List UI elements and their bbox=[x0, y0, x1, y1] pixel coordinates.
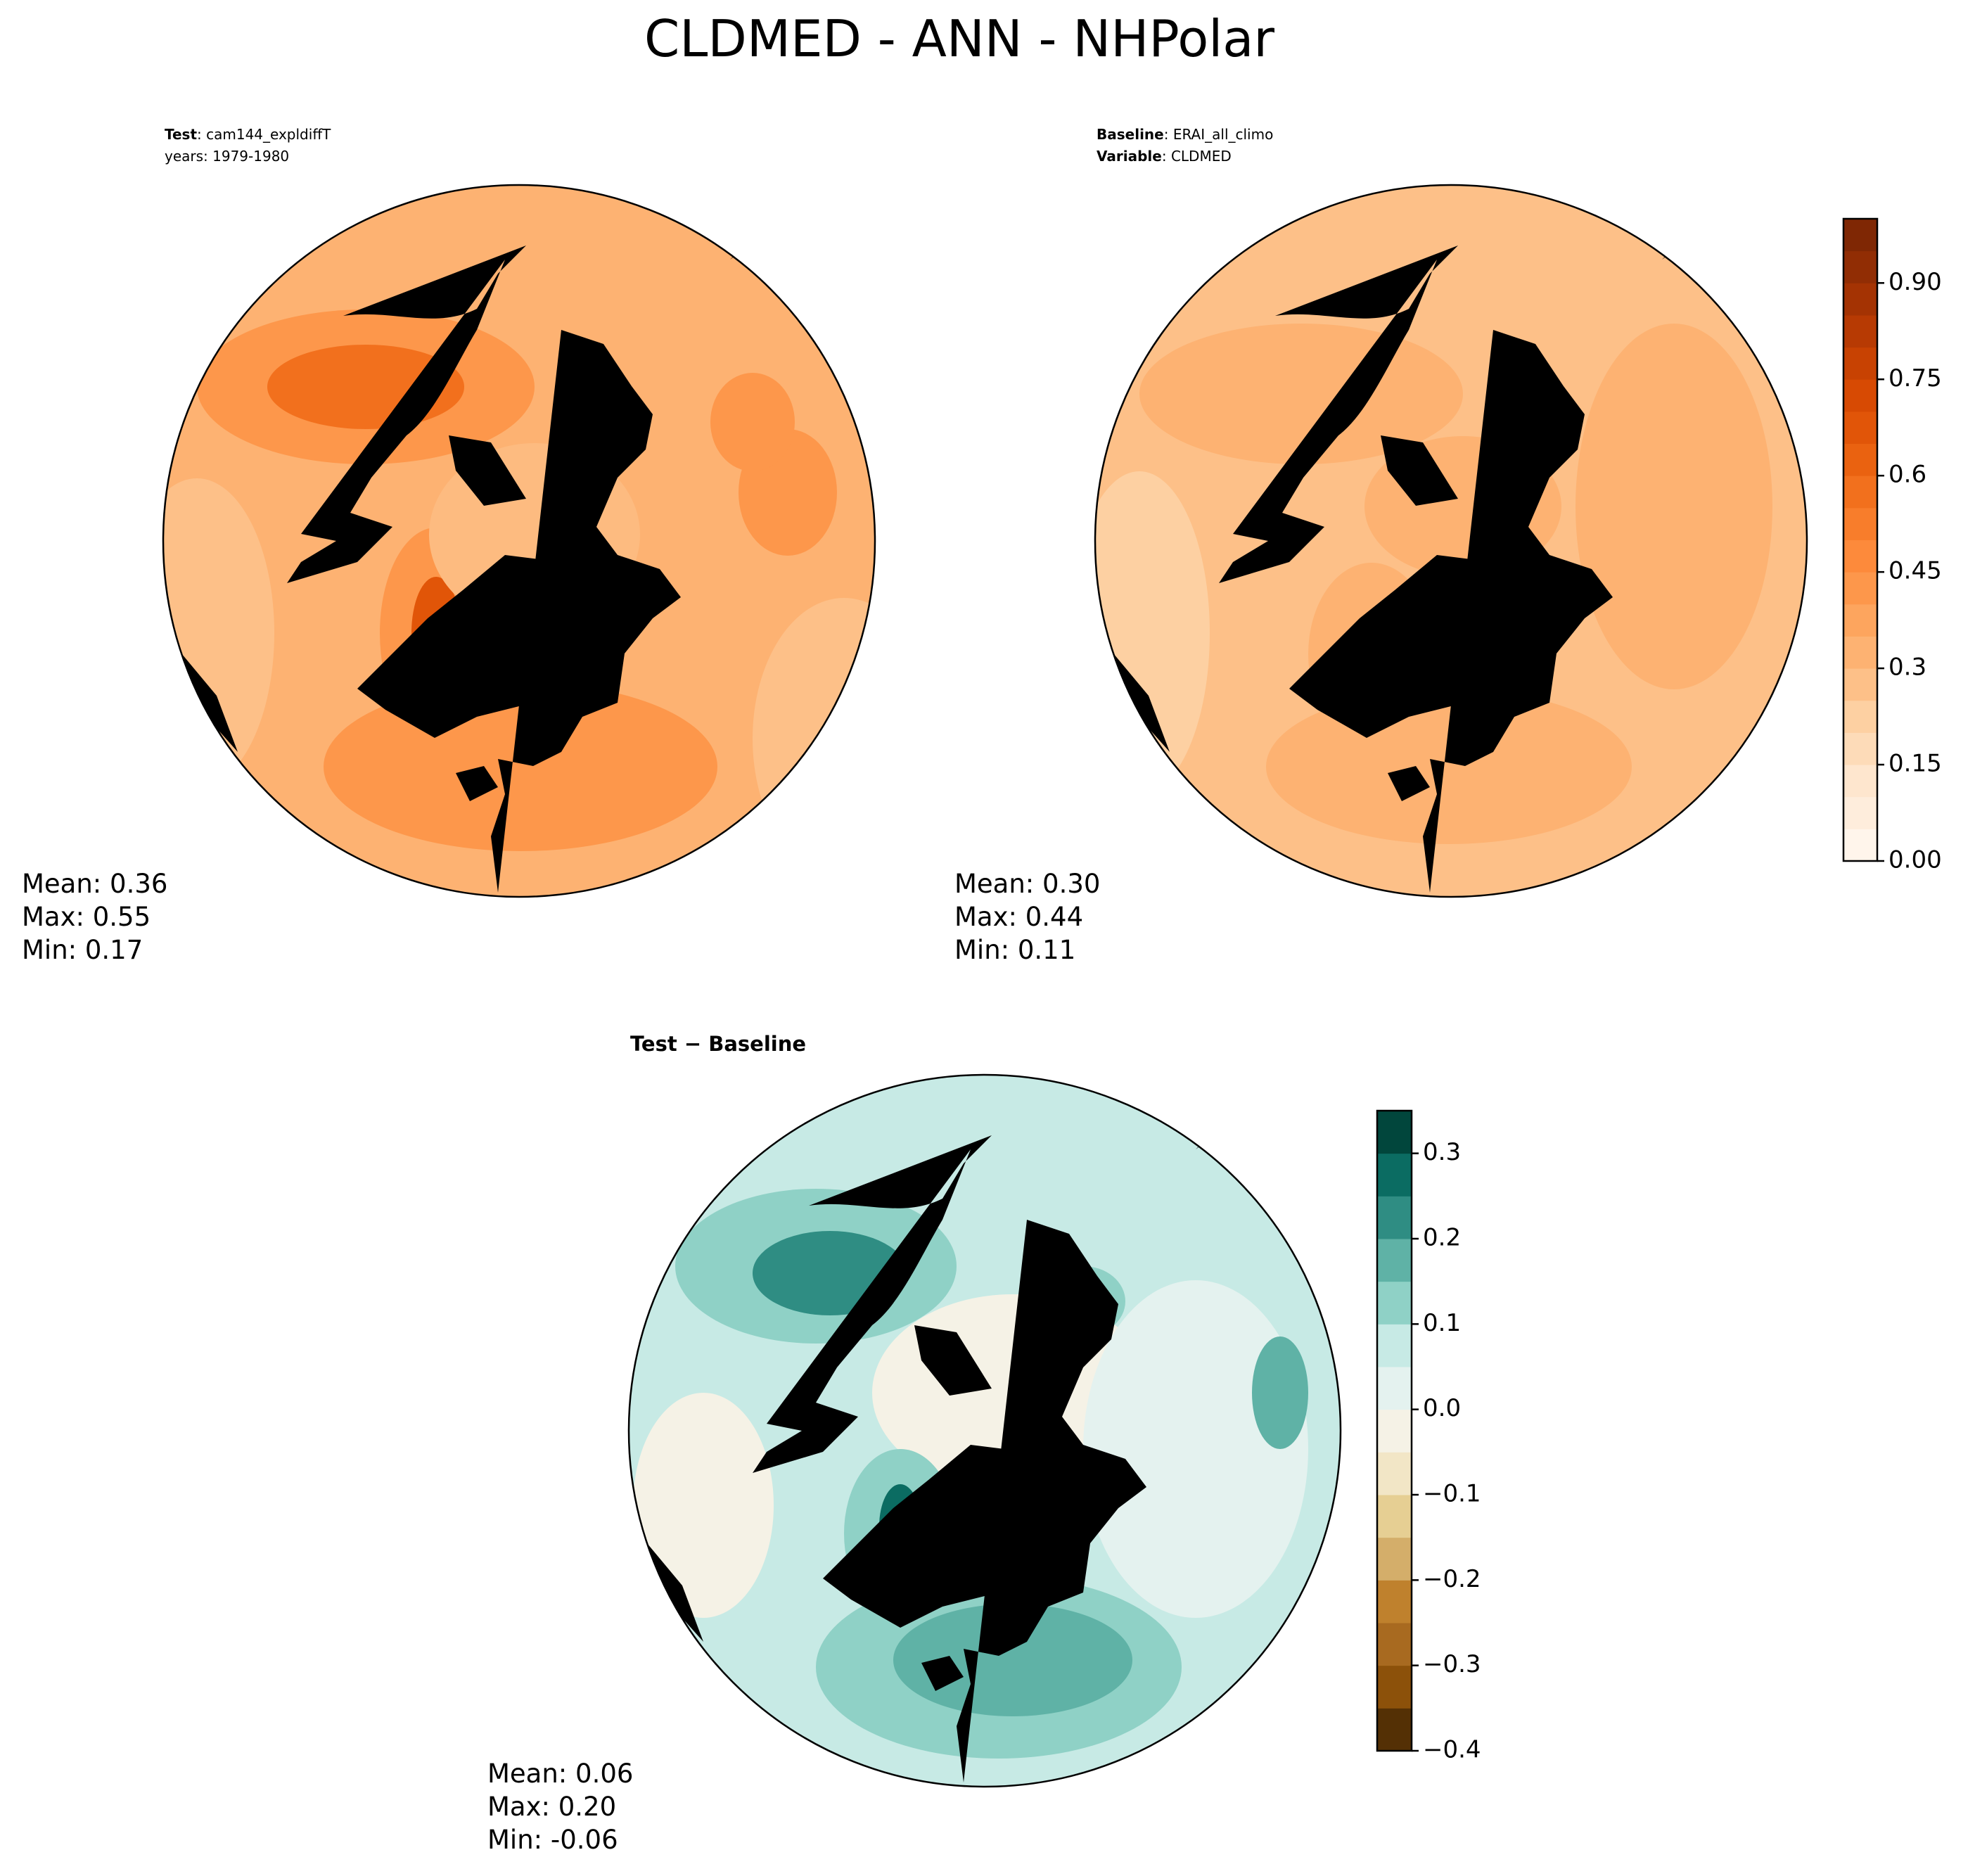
panel-header: years: 1979-1980 bbox=[165, 148, 289, 165]
colorbar-tick-label: 0.2 bbox=[1423, 1224, 1461, 1252]
colorbar-level bbox=[1377, 1623, 1412, 1666]
stat-text: Mean: 0.06 bbox=[487, 1759, 633, 1789]
colorbar-level bbox=[1843, 636, 1877, 669]
colorbar-level bbox=[1377, 1665, 1412, 1709]
header-label: Test bbox=[630, 1032, 677, 1056]
colorbar-level bbox=[1377, 1111, 1412, 1154]
stat-text: Mean: 0.36 bbox=[22, 869, 167, 899]
header-label: Variable bbox=[1097, 148, 1162, 165]
colorbar-level bbox=[1843, 443, 1877, 476]
header-text: : cam144_expldiffT bbox=[197, 126, 331, 143]
colorbar-level bbox=[1377, 1153, 1412, 1197]
panel-header: Baseline: ERAI_all_climo bbox=[1097, 126, 1273, 143]
header-text: : ERAI_all_climo bbox=[1164, 126, 1274, 143]
colorbar-level bbox=[1377, 1367, 1412, 1410]
colorbar-level bbox=[1843, 540, 1877, 573]
map-border bbox=[627, 1073, 1342, 1788]
stat-text: Min: -0.06 bbox=[487, 1825, 618, 1855]
colorbar-tick-label: −0.1 bbox=[1423, 1480, 1481, 1508]
stat-text: Max: 0.44 bbox=[954, 902, 1083, 932]
colorbar-tick-label: 0.0 bbox=[1423, 1394, 1461, 1422]
panel-header: Test: cam144_expldiffT bbox=[165, 126, 331, 143]
colorbar-level bbox=[1377, 1409, 1412, 1453]
colorbar-tick-label: 0.3 bbox=[1888, 653, 1926, 682]
panel-header: Variable: CLDMED bbox=[1097, 148, 1232, 165]
colorbar-level bbox=[1843, 411, 1877, 445]
colorbar-level bbox=[1377, 1537, 1412, 1581]
stat-text: Mean: 0.30 bbox=[954, 869, 1100, 899]
colorbar-level bbox=[1843, 379, 1877, 412]
colorbar-level bbox=[1843, 283, 1877, 316]
colorbar-tick-label: 0.15 bbox=[1888, 750, 1942, 778]
colorbar-level bbox=[1377, 1281, 1412, 1325]
header-label: Baseline bbox=[1097, 126, 1164, 143]
colorbar-level bbox=[1377, 1239, 1412, 1282]
colorbar-level bbox=[1377, 1452, 1412, 1495]
colorbar-level bbox=[1843, 668, 1877, 701]
colorbar-level bbox=[1843, 700, 1877, 733]
colorbar-tick-label: 0.6 bbox=[1888, 461, 1926, 489]
stat-text: Min: 0.17 bbox=[22, 935, 143, 965]
colorbar-tick-label: −0.2 bbox=[1423, 1565, 1481, 1593]
colorbar-level bbox=[1843, 219, 1877, 252]
stat-text: Max: 0.20 bbox=[487, 1792, 616, 1822]
colorbar-tick-label: 0.00 bbox=[1888, 846, 1942, 874]
colorbar-level bbox=[1843, 829, 1877, 862]
figure-title: CLDMED - ANN - NHPolar bbox=[644, 9, 1274, 68]
map-border bbox=[162, 184, 876, 898]
colorbar-frame bbox=[1376, 1109, 1413, 1752]
colorbar-tick-label: 0.75 bbox=[1888, 364, 1942, 393]
colorbar-level bbox=[1843, 572, 1877, 605]
colorbar-tick-label: −0.4 bbox=[1423, 1736, 1481, 1764]
colorbar-tick-label: 0.45 bbox=[1888, 557, 1942, 585]
colorbar-level bbox=[1843, 507, 1877, 540]
stat-text: Min: 0.11 bbox=[954, 935, 1075, 965]
colorbar-level bbox=[1377, 1580, 1412, 1623]
map-panel-2 bbox=[1095, 185, 1807, 897]
map-panel-1 bbox=[163, 185, 875, 897]
colorbar-level bbox=[1843, 796, 1877, 829]
stat-text: Max: 0.55 bbox=[22, 902, 151, 932]
colorbar-tick-label: 0.90 bbox=[1888, 268, 1942, 296]
colorbar-level bbox=[1843, 314, 1877, 348]
colorbar-level bbox=[1377, 1324, 1412, 1367]
header-text: − Baseline bbox=[677, 1032, 806, 1056]
panel-header: Test − Baseline bbox=[630, 1032, 806, 1056]
colorbar-tick-label: 0.1 bbox=[1423, 1309, 1461, 1337]
colorbar-level bbox=[1843, 250, 1877, 283]
header-label: Test bbox=[165, 126, 197, 143]
header-text: : CLDMED bbox=[1162, 148, 1232, 165]
colorbar-level bbox=[1843, 732, 1877, 765]
colorbar-level bbox=[1843, 476, 1877, 509]
colorbar-level bbox=[1843, 765, 1877, 798]
colorbar-tick-label: −0.3 bbox=[1423, 1650, 1481, 1678]
colorbar-level bbox=[1843, 347, 1877, 380]
colorbar-frame bbox=[1842, 217, 1879, 862]
header-text: years: 1979-1980 bbox=[165, 148, 289, 165]
colorbar-tick-label: 0.3 bbox=[1423, 1138, 1461, 1166]
colorbar-level bbox=[1377, 1708, 1412, 1751]
colorbar-level bbox=[1377, 1196, 1412, 1239]
map-panel-3 bbox=[629, 1075, 1341, 1787]
colorbar-level bbox=[1843, 604, 1877, 637]
colorbar-level bbox=[1377, 1495, 1412, 1538]
map-border bbox=[1094, 184, 1808, 898]
